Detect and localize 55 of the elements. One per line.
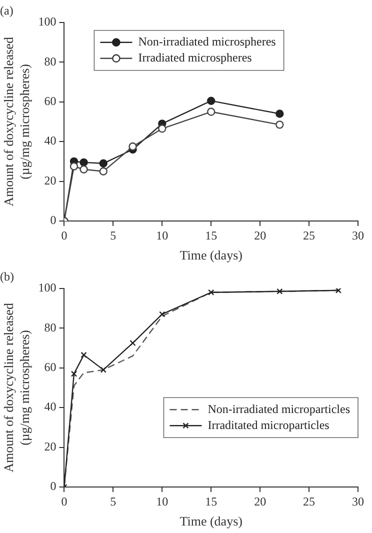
y-tick-label: 40 xyxy=(44,134,56,148)
point xyxy=(100,366,106,373)
x-tick-label: 5 xyxy=(110,494,116,508)
x-tick-label: 25 xyxy=(303,228,316,242)
point xyxy=(70,162,78,170)
x-tick-label: 15 xyxy=(205,494,218,508)
chart-title: (a) xyxy=(0,3,14,18)
x-tick-label: 0 xyxy=(61,494,68,508)
point xyxy=(99,159,108,168)
y-tick-label: 0 xyxy=(50,213,56,228)
legend-label: Irradiated microspheres xyxy=(138,50,252,65)
x-tick-label: 5 xyxy=(110,228,116,242)
y-tick-label: 20 xyxy=(44,439,56,454)
y-tick-label: 60 xyxy=(44,360,56,374)
point xyxy=(159,311,166,318)
legend-label: Irraditated microparticles xyxy=(208,418,330,432)
point xyxy=(99,167,108,176)
legend-label: Non-irradiated microspheres xyxy=(138,34,276,49)
y-tick-label: 0 xyxy=(50,479,56,494)
x-axis-title: Time (days) xyxy=(180,248,242,263)
x-tick-label: 0 xyxy=(61,228,68,242)
y-axis-title: Amount of doxycycline released (µg/mg microspheres) xyxy=(1,36,32,206)
y-tick-label: 100 xyxy=(38,14,56,29)
point xyxy=(80,352,87,358)
y-tick-label: 20 xyxy=(44,173,56,188)
x-axis-title: Time (days) xyxy=(180,514,242,529)
x-tick-label: 30 xyxy=(352,228,364,242)
chart-title: (b) xyxy=(0,269,14,284)
point xyxy=(128,142,137,151)
point xyxy=(158,124,166,133)
x-tick-label: 10 xyxy=(156,228,168,242)
x-tick-label: 30 xyxy=(352,494,364,508)
point xyxy=(276,120,284,129)
point xyxy=(335,288,342,294)
y-axis-title: Amount of doxycycline released (µg/mg microspheres) xyxy=(1,302,32,472)
point xyxy=(70,370,78,377)
x-tick-label: 15 xyxy=(205,228,218,242)
x-tick-label: 20 xyxy=(254,228,266,242)
point xyxy=(207,96,216,105)
y-tick-label: 100 xyxy=(38,280,56,295)
x-tick-label: 10 xyxy=(156,494,168,508)
point xyxy=(80,165,88,174)
x-tick-label: 25 xyxy=(303,494,316,508)
point xyxy=(208,289,214,296)
y-tick-label: 80 xyxy=(44,320,56,334)
y-tick-label: 80 xyxy=(44,54,56,68)
point xyxy=(130,340,136,346)
point xyxy=(276,110,284,118)
point xyxy=(207,108,216,116)
y-tick-label: 60 xyxy=(44,94,56,108)
point xyxy=(276,288,283,294)
legend-label: Non-irradiated microparticles xyxy=(208,402,350,416)
point xyxy=(80,158,88,167)
x-tick-label: 20 xyxy=(254,494,266,508)
y-tick-label: 40 xyxy=(44,400,56,414)
